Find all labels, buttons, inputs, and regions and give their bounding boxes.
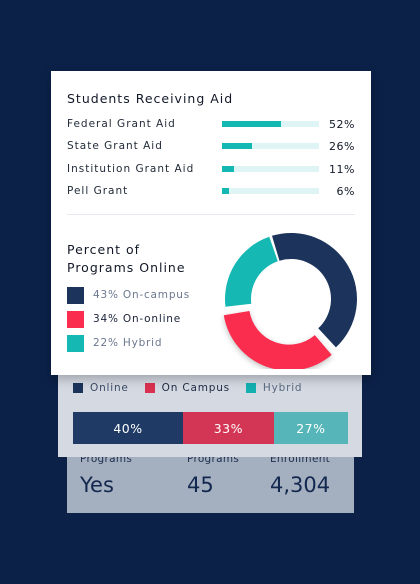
donut-slice-1 — [223, 311, 332, 369]
legend-item-online: Online — [73, 382, 129, 394]
aid-title: Students Receiving Aid — [67, 91, 234, 106]
aid-row-label: Federal Grant Aid — [67, 118, 176, 130]
modality-legend: Online On Campus Hybrid — [73, 382, 318, 394]
aid-row: Pell Grant 6% — [67, 185, 355, 199]
modality-card: Online On Campus Hybrid 40% 33% 27% — [58, 364, 362, 457]
aid-bar-fill — [222, 143, 252, 149]
legend-item-hybrid: Hybrid — [245, 382, 303, 394]
stat-value-programs-online: Yes — [80, 473, 114, 497]
legend-swatch-online — [67, 310, 84, 328]
online-legend-item: 22% Hybrid — [67, 334, 162, 352]
legend-label-on-campus: On Campus — [161, 382, 230, 394]
aid-row-value: 26% — [329, 140, 355, 153]
aid-bar-track — [222, 143, 319, 149]
legend-label-hybrid: Hybrid — [262, 382, 303, 394]
online-donut-chart — [223, 233, 357, 369]
donut-slice-0 — [271, 233, 357, 348]
aid-bar-track — [222, 166, 319, 172]
aid-bar-track — [222, 121, 319, 127]
legend-swatch-hybrid — [67, 334, 84, 352]
stat-value-programs-count: 45 — [187, 473, 214, 497]
aid-row: Federal Grant Aid 52% — [67, 118, 355, 132]
online-legend-item: 34% On-online — [67, 310, 181, 328]
aid-row-value: 52% — [329, 118, 355, 131]
legend-text-online: 34% On-online — [93, 313, 182, 325]
stacked-bar: 40% 33% 27% — [73, 412, 348, 444]
online-legend-item: 43% On-campus — [67, 286, 190, 304]
legend-item-on-campus: On Campus — [144, 382, 230, 394]
stacked-segment-2: 27% — [273, 412, 348, 444]
online-title: Percent of Programs Online — [67, 242, 186, 275]
legend-swatch-on-campus — [67, 286, 84, 304]
aid-row: State Grant Aid 26% — [67, 140, 355, 154]
stat-value-enrollment: 4,304 — [270, 473, 331, 497]
divider — [67, 214, 355, 215]
aid-bar-fill — [222, 188, 229, 194]
legend-text-on-campus: 43% On-campus — [93, 289, 191, 301]
aid-bar-track — [222, 188, 319, 194]
legend-label-online: Online — [90, 382, 129, 394]
aid-row-value: 11% — [329, 163, 355, 176]
aid-bar-fill — [222, 166, 235, 172]
aid-row-value: 6% — [336, 185, 355, 198]
aid-row-label: State Grant Aid — [67, 140, 163, 152]
aid-card: Students Receiving Aid Federal Grant Aid… — [51, 71, 371, 375]
legend-swatch-on-campus — [144, 383, 155, 393]
aid-bar-fill — [222, 121, 281, 127]
legend-swatch-hybrid — [245, 383, 256, 393]
legend-swatch-online — [73, 383, 83, 393]
aid-row-label: Pell Grant — [67, 185, 129, 197]
legend-text-hybrid: 22% Hybrid — [93, 337, 163, 349]
stacked-segment-0: 40% — [73, 412, 183, 444]
aid-row: Institution Grant Aid 11% — [67, 163, 355, 177]
donut-slice-2 — [225, 236, 278, 307]
aid-row-label: Institution Grant Aid — [67, 163, 195, 175]
stacked-segment-1: 33% — [183, 412, 274, 444]
